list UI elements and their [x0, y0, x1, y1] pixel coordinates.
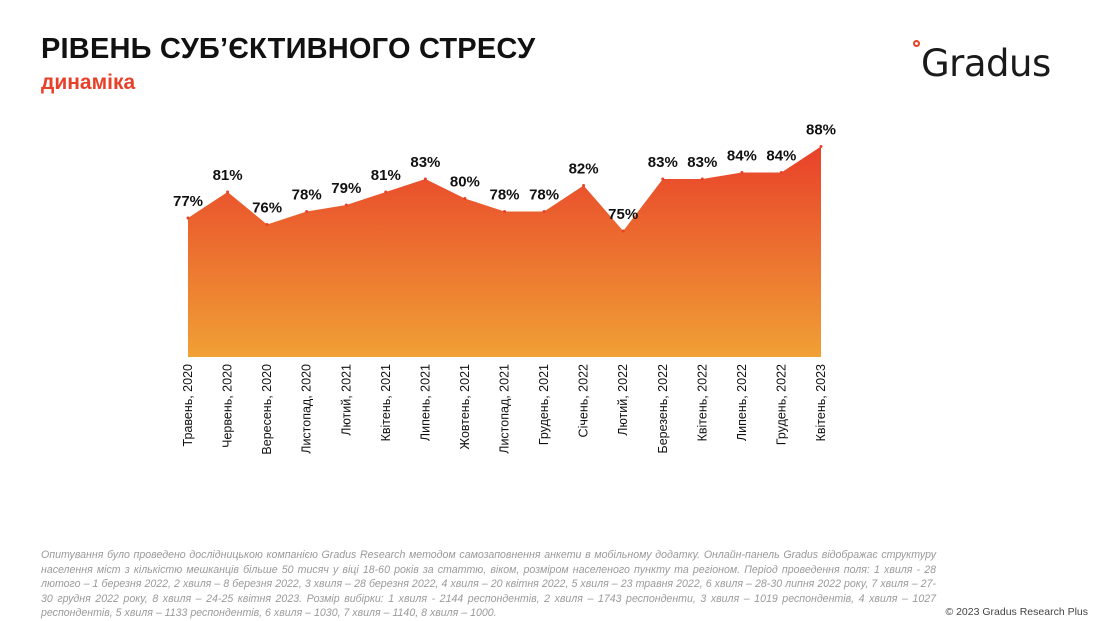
stress-area [188, 146, 821, 357]
data-point [186, 216, 190, 220]
data-label: 84% [727, 148, 757, 165]
data-point [344, 203, 348, 207]
data-point [265, 223, 269, 226]
x-tick-label: Квітень, 2021 [379, 364, 393, 441]
data-label: 83% [410, 154, 440, 171]
data-point [226, 190, 230, 194]
x-tick-label: Жовтень, 2021 [458, 364, 472, 449]
data-point [819, 145, 823, 148]
x-tick-label: Липень, 2022 [735, 364, 749, 441]
x-tick-label: Березень, 2022 [656, 364, 670, 454]
page-subtitle: динаміка [41, 71, 136, 94]
x-tick-label: Січень, 2022 [577, 364, 591, 437]
data-point [740, 171, 744, 174]
data-point [779, 171, 783, 174]
data-label: 76% [252, 200, 282, 217]
x-tick-label: Грудень, 2022 [774, 364, 788, 445]
x-tick-label: Травень, 2020 [181, 364, 195, 447]
data-point [661, 177, 665, 181]
data-point [423, 177, 427, 181]
data-label: 84% [766, 148, 796, 165]
data-label: 78% [292, 187, 322, 204]
data-label: 83% [687, 154, 717, 171]
data-point [305, 210, 309, 213]
x-tick-label: Вересень, 2020 [260, 364, 274, 455]
x-tick-label: Листопад, 2020 [300, 364, 314, 454]
data-point [503, 210, 506, 213]
stress-area-chart: 77% 81% 76% 78% 79% 81% 83% 80% 78% 78% 82% 75% 83% 8… [173, 122, 836, 455]
copyright: © 2023 Gradus Research Plus [945, 606, 1088, 618]
x-tick-label: Квітень, 2022 [695, 364, 709, 441]
data-label: 78% [489, 187, 519, 204]
data-point [582, 184, 586, 187]
data-label: 81% [213, 167, 243, 184]
data-label: 88% [806, 122, 836, 139]
data-label: 75% [608, 206, 638, 223]
data-point [542, 210, 546, 213]
x-tick-label: Грудень, 2021 [537, 364, 551, 445]
x-tick-label: Лютий, 2021 [339, 364, 353, 436]
x-tick-label: Липень, 2021 [418, 364, 432, 441]
x-tick-label: Листопад, 2021 [498, 364, 512, 454]
data-label: 77% [173, 193, 203, 210]
methodology-footnote: Опитування було проведено дослідницькою … [41, 549, 936, 620]
data-label: 78% [529, 187, 559, 204]
x-tick-label: Червень, 2020 [221, 364, 235, 448]
data-label: 81% [371, 167, 401, 184]
page-title: РІВЕНЬ СУБ’ЄКТИВНОГО СТРЕСУ [41, 33, 536, 65]
x-tick-label: Лютий, 2022 [616, 364, 630, 436]
gradus-logo: Gradus [912, 40, 1062, 86]
data-point [621, 229, 625, 233]
data-point [700, 177, 704, 181]
gradus-circle-icon [913, 40, 920, 47]
data-point [463, 197, 467, 200]
data-label: 79% [331, 180, 361, 197]
data-point [384, 190, 388, 194]
data-label: 83% [648, 154, 678, 171]
data-label: 82% [569, 161, 599, 178]
logo-text: Gradus [921, 42, 1051, 85]
data-label: 80% [450, 174, 480, 191]
x-tick-label: Квітень, 2023 [814, 364, 828, 441]
